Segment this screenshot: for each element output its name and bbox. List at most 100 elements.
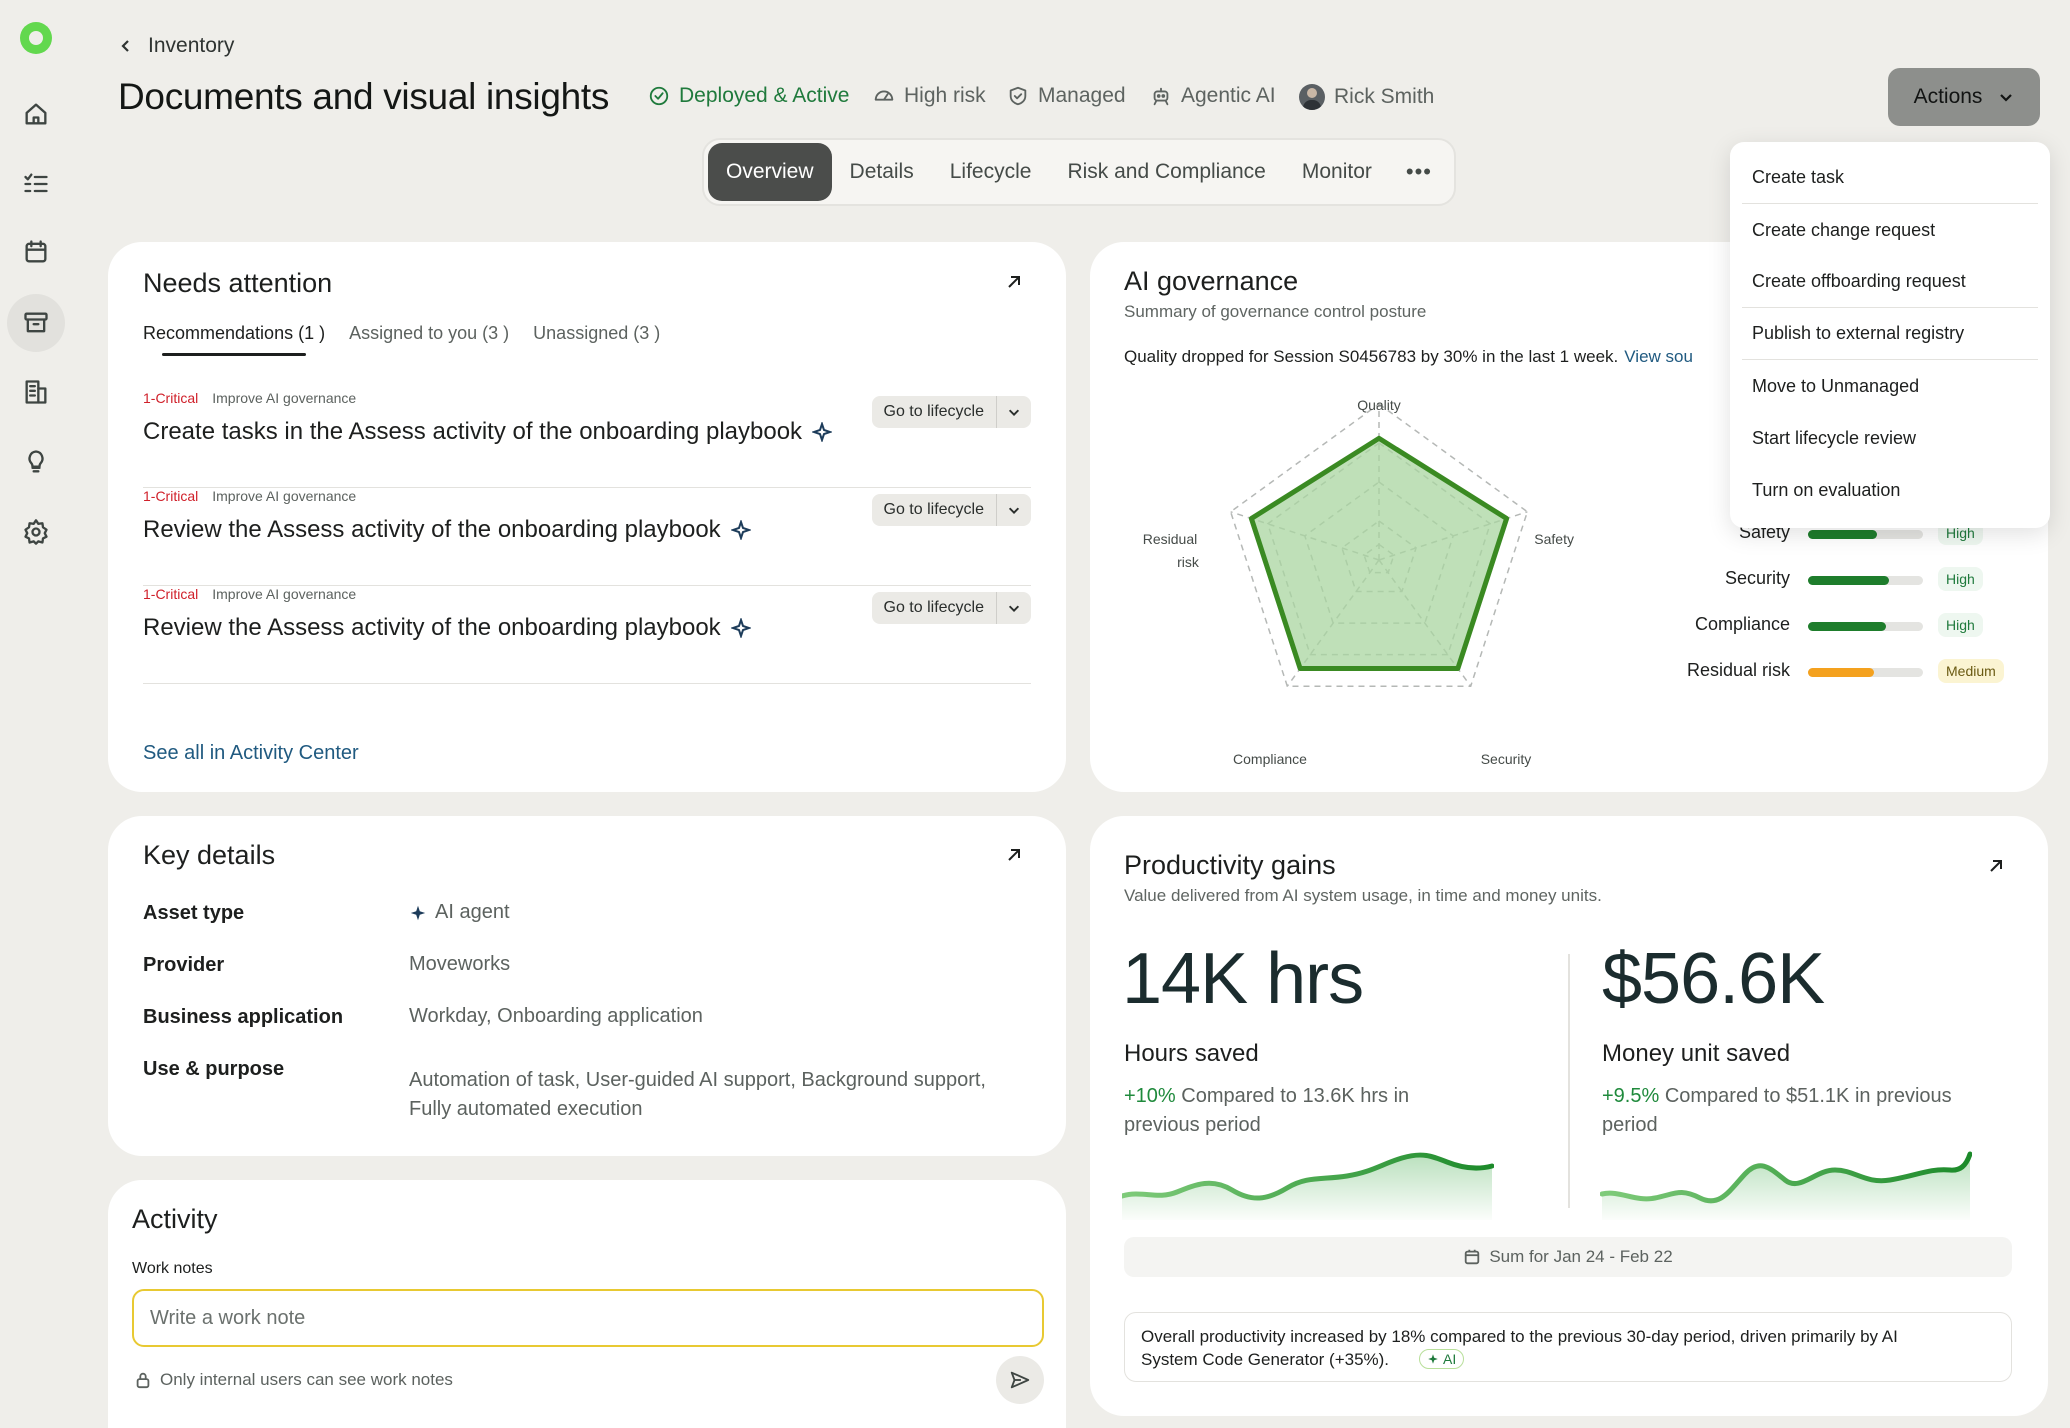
- metric-row: Security High: [1640, 566, 2020, 596]
- productivity-insight: Overall productivity increased by 18% co…: [1124, 1312, 2012, 1382]
- inventory-icon[interactable]: [7, 294, 65, 352]
- money-saved-value: $56.6K: [1602, 939, 1825, 1019]
- chevron-down-icon: [2000, 94, 2013, 102]
- hours-sparkline: [1122, 1152, 1494, 1220]
- tab-monitor[interactable]: Monitor: [1301, 160, 1372, 183]
- owner[interactable]: Rick Smith: [1299, 84, 1434, 110]
- expand-needs-attention[interactable]: [1004, 272, 1024, 292]
- status-deployed: Deployed & Active: [648, 84, 849, 108]
- send-work-note-button[interactable]: [996, 1356, 1044, 1404]
- metric-row: Residual risk Medium: [1640, 658, 2020, 688]
- key-details-title: Key details: [143, 840, 276, 870]
- checklist-icon[interactable]: [7, 155, 65, 213]
- radar-label-safety: Safety: [1534, 531, 1574, 547]
- work-notes-label: Work notes: [132, 1260, 213, 1277]
- home-icon[interactable]: [7, 85, 65, 143]
- metric-bar-fill: [1808, 668, 1874, 677]
- menu-item-create-offboarding-request[interactable]: Create offboarding request: [1742, 256, 2038, 308]
- active-tab-underline: [162, 353, 306, 356]
- tab-overview[interactable]: Overview: [708, 143, 832, 201]
- metric-bar-track: [1808, 576, 1923, 585]
- hours-delta: +10%: [1124, 1085, 1176, 1107]
- send-icon: [1010, 1371, 1030, 1389]
- see-all-activity-center-link[interactable]: See all in Activity Center: [143, 742, 359, 764]
- left-rail: [0, 0, 74, 1428]
- metric-bar-track: [1808, 530, 1923, 539]
- arrow-up-right-icon: [1008, 276, 1020, 288]
- sparkle-icon: [812, 422, 833, 442]
- hours-comparison: +10% Compared to 13.6K hrs in previous p…: [1124, 1085, 1410, 1136]
- governance-radar-chart: Quality Safety Security Compliance Resid…: [1143, 397, 1574, 767]
- metric-level-badge: High: [1938, 613, 1983, 637]
- tab-recommendations[interactable]: Recommendations (1 ): [143, 323, 326, 343]
- radar-label-residual-risk-line2: risk: [1177, 554, 1200, 570]
- asset-kind: Agentic AI: [1150, 84, 1276, 108]
- menu-item-start-lifecycle-review[interactable]: Start lifecycle review: [1752, 427, 1917, 448]
- breadcrumb-label[interactable]: Inventory: [148, 34, 235, 57]
- lifecycle-dropdown-button[interactable]: [997, 494, 1031, 526]
- shield-check-icon: [1009, 86, 1027, 106]
- menu-item-move-to-unmanaged[interactable]: Move to Unmanaged: [1752, 375, 1920, 396]
- money-comparison: +9.5% Compared to $51.1K in previous per…: [1602, 1085, 1952, 1136]
- go-to-lifecycle-button[interactable]: Go to lifecycle: [872, 494, 997, 526]
- sparkle-icon: [730, 618, 751, 638]
- calendar-icon: [1465, 1249, 1480, 1265]
- hours-saved-value: 14K hrs: [1122, 939, 1364, 1019]
- tab-assigned-to-you[interactable]: Assigned to you (3 ): [349, 323, 510, 343]
- work-note-input[interactable]: [132, 1289, 1044, 1347]
- expand-key-details[interactable]: [1004, 845, 1024, 865]
- ai-generated-badge: AI: [1419, 1349, 1465, 1369]
- app-logo[interactable]: [20, 22, 52, 54]
- metric-label: Compliance: [1694, 614, 1790, 634]
- calendar-icon[interactable]: [7, 223, 65, 281]
- breadcrumb[interactable]: Inventory: [118, 34, 234, 58]
- ai-governance-title: AI governance: [1124, 266, 1299, 296]
- metric-level-badge: Medium: [1938, 659, 2004, 683]
- money-delta: +9.5%: [1602, 1085, 1660, 1107]
- expand-productivity[interactable]: [1986, 856, 2006, 876]
- sparkle-icon: [1428, 1354, 1438, 1364]
- metric-label: Residual risk: [1686, 660, 1790, 680]
- tab-details[interactable]: Details: [849, 160, 914, 183]
- menu-item-create-task[interactable]: Create task: [1742, 152, 2038, 204]
- arrow-up-right-icon: [1008, 849, 1020, 861]
- lifecycle-dropdown-button[interactable]: [997, 592, 1031, 624]
- menu-item-publish-external-registry[interactable]: Publish to external registry: [1742, 308, 2038, 360]
- category-label: Improve AI governance: [212, 586, 357, 602]
- metric-bar-track: [1808, 668, 1923, 677]
- view-source-link[interactable]: View sou: [1624, 347, 1693, 366]
- settings-gear-icon[interactable]: [7, 503, 65, 561]
- tab-risk-and-compliance[interactable]: Risk and Compliance: [1067, 160, 1266, 183]
- lifecycle-dropdown-button[interactable]: [997, 396, 1031, 428]
- severity-badge: 1-Critical: [143, 586, 199, 602]
- go-to-lifecycle-button[interactable]: Go to lifecycle: [872, 592, 997, 624]
- building-icon[interactable]: [7, 363, 65, 421]
- lightbulb-icon[interactable]: [7, 433, 65, 491]
- needs-attention-title: Needs attention: [143, 268, 333, 298]
- money-saved-label: Money unit saved: [1602, 1040, 1791, 1067]
- recommendation-item: 1-Critical Improve AI governance Create t…: [143, 390, 1031, 488]
- money-sparkline: [1600, 1151, 1972, 1220]
- hours-saved-label: Hours saved: [1124, 1040, 1259, 1067]
- needs-attention-tabs: Recommendations (1 ) Assigned to you (3 …: [143, 323, 660, 344]
- category-label: Improve AI governance: [212, 390, 357, 406]
- metric-bar-fill: [1808, 530, 1877, 539]
- radar-label-compliance: Compliance: [1233, 751, 1307, 767]
- recommendation-item: 1-Critical Improve AI governance Review t…: [143, 586, 1031, 684]
- go-to-lifecycle-split-button: Go to lifecycle: [871, 494, 1031, 526]
- sum-range-bar: Sum for Jan 24 - Feb 22: [1124, 1237, 2012, 1277]
- menu-item-turn-on-evaluation[interactable]: Turn on evaluation: [1752, 479, 1901, 500]
- menu-item-create-change-request[interactable]: Create change request: [1752, 219, 1936, 240]
- productivity-divider: [1568, 954, 1570, 1208]
- key-details-card: [108, 816, 1066, 1156]
- go-to-lifecycle-button[interactable]: Go to lifecycle: [872, 396, 997, 428]
- go-to-lifecycle-split-button: Go to lifecycle: [871, 592, 1031, 624]
- tab-more[interactable]: •••: [1405, 159, 1433, 184]
- severity-badge: 1-Critical: [143, 390, 199, 406]
- recommendation-item: 1-Critical Improve AI governance Review t…: [143, 488, 1031, 586]
- tab-unassigned[interactable]: Unassigned (3 ): [533, 323, 661, 343]
- sparkle-icon: [410, 905, 426, 920]
- robot-icon: [1153, 87, 1169, 106]
- tab-lifecycle[interactable]: Lifecycle: [949, 160, 1032, 183]
- actions-button[interactable]: Actions: [1888, 68, 2040, 126]
